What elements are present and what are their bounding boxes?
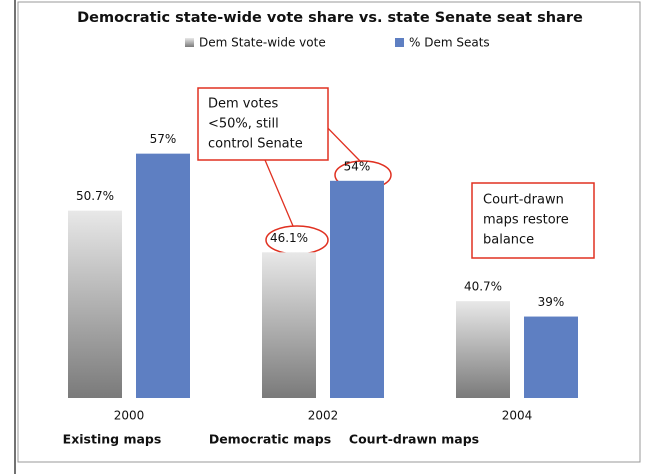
chart-frame	[17, 1, 641, 463]
callout-box	[471, 182, 595, 259]
callout-line	[264, 159, 294, 227]
data-label: 57%	[150, 132, 177, 146]
legend-swatch	[395, 38, 404, 47]
annotation-text: control Senate	[208, 137, 303, 152]
bar	[262, 252, 316, 398]
legend-swatch	[185, 38, 194, 47]
annotation-text: Dem votes	[208, 97, 279, 112]
annotation-text: balance	[483, 233, 534, 248]
data-label: 54%	[344, 159, 371, 173]
annotation-text: <50%, still	[208, 117, 279, 132]
annotation-text: Court-drawn	[483, 193, 564, 208]
legend-label: Dem State-wide vote	[199, 36, 326, 50]
callout-box	[197, 87, 329, 161]
bar	[524, 316, 578, 398]
chart-title: Democratic state-wide vote share vs. sta…	[77, 10, 583, 26]
bar	[456, 301, 510, 398]
data-label: 40.7%	[464, 280, 502, 294]
bar	[330, 180, 384, 398]
data-label: 50.7%	[76, 189, 114, 203]
group-label: Democratic maps	[209, 432, 331, 447]
bar	[136, 153, 190, 398]
legend: Dem State-wide vote % Dem Seats	[185, 36, 490, 50]
data-label: 46.1%	[270, 231, 308, 245]
group-label: Existing maps	[63, 432, 162, 447]
x-tick-label: 2002	[308, 409, 339, 423]
annotation-text: maps restore	[483, 213, 569, 228]
bar	[68, 210, 122, 398]
legend-label: % Dem Seats	[409, 36, 490, 50]
group-label: Court-drawn maps	[349, 432, 479, 447]
x-tick-label: 2004	[502, 409, 533, 423]
x-tick-label: 2000	[114, 409, 145, 423]
data-label: 39%	[538, 295, 565, 309]
